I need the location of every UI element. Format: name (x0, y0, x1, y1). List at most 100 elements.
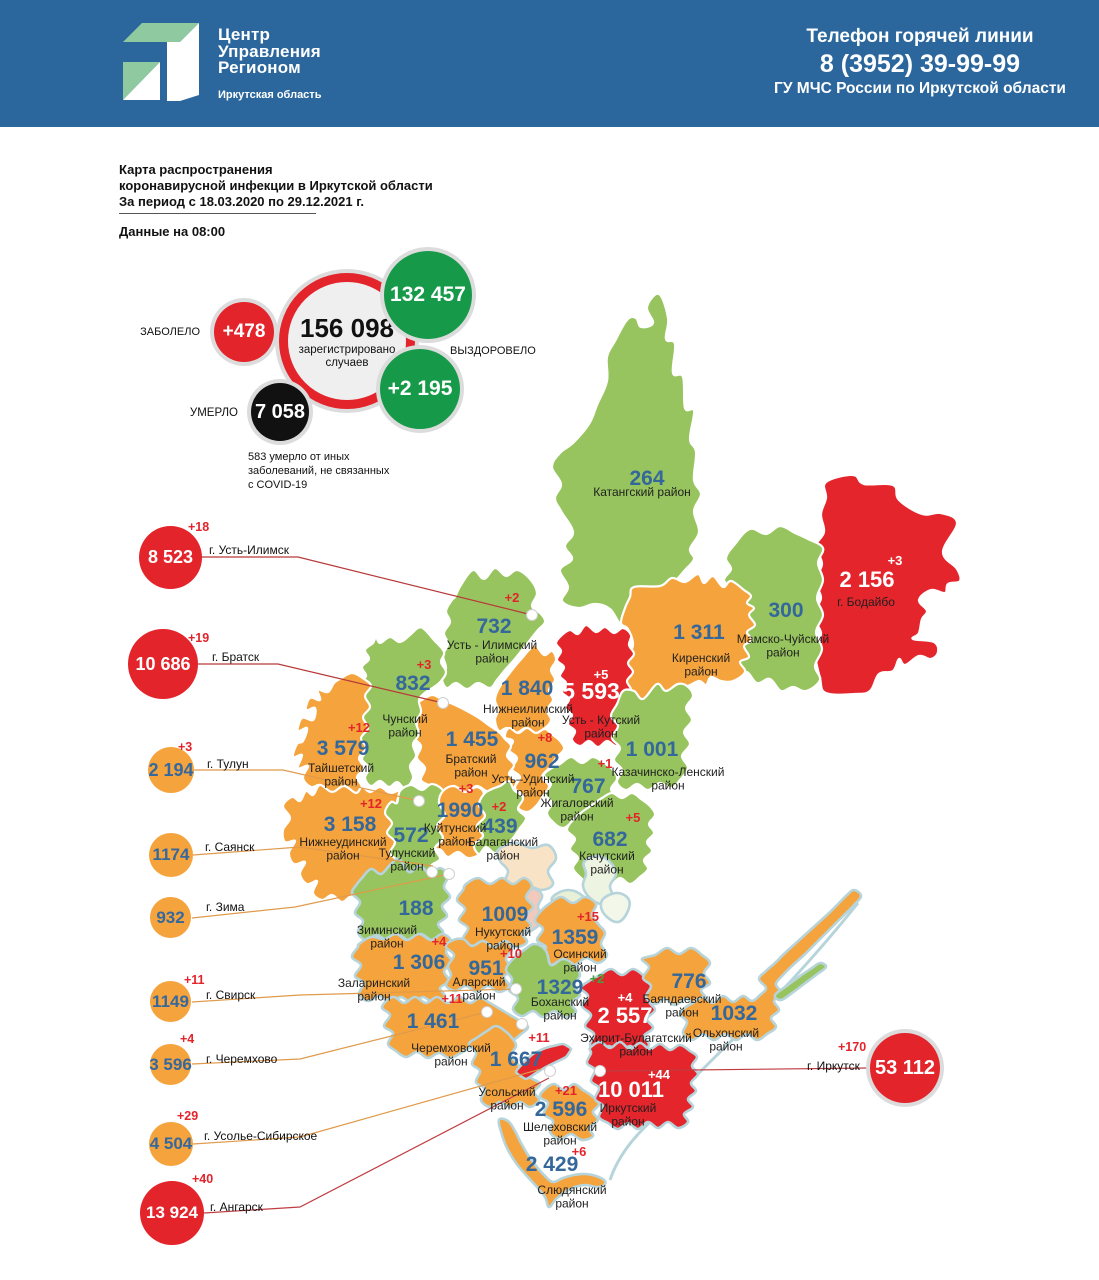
svg-text:район: район (462, 989, 495, 1003)
svg-text:Усольский: Усольский (478, 1085, 535, 1099)
svg-text:+3: +3 (459, 781, 474, 796)
svg-text:Качутский: Качутский (579, 849, 635, 863)
svg-text:2 156: 2 156 (839, 567, 894, 592)
svg-text:Слюдянский: Слюдянский (537, 1183, 606, 1197)
svg-text:1032: 1032 (711, 1002, 758, 1025)
svg-text:район: район (438, 835, 471, 849)
svg-text:район: район (709, 1040, 742, 1054)
svg-text:район: район (486, 849, 519, 863)
svg-text:732: 732 (476, 615, 511, 638)
svg-text:Черемховский: Черемховский (411, 1041, 491, 1055)
svg-text:Катангский район: Катангский район (593, 485, 691, 499)
svg-text:+12: +12 (360, 796, 382, 811)
svg-text:Мамско-Чуйский: Мамско-Чуйский (737, 632, 829, 646)
svg-text:Зиминский: Зиминский (357, 923, 417, 937)
svg-text:Шелеховский: Шелеховский (523, 1120, 597, 1134)
svg-text:Усть - Кутский: Усть - Кутский (562, 713, 640, 727)
svg-text:+4: +4 (618, 990, 634, 1005)
svg-text:+2: +2 (505, 590, 520, 605)
svg-text:Казачинско-Ленский: Казачинско-Ленский (612, 765, 725, 779)
svg-text:+2: +2 (492, 799, 507, 814)
svg-text:район: район (590, 863, 623, 877)
svg-text:3 579: 3 579 (317, 737, 370, 760)
svg-text:2 557: 2 557 (597, 1003, 652, 1028)
svg-text:776: 776 (671, 970, 706, 993)
svg-text:район: район (486, 939, 519, 953)
svg-text:+2: +2 (590, 971, 605, 986)
svg-text:+15: +15 (577, 909, 599, 924)
svg-text:Нижнеудинский: Нижнеудинский (299, 835, 386, 849)
svg-text:+11: +11 (528, 1030, 549, 1045)
svg-text:Чунский: Чунский (382, 712, 427, 726)
svg-text:Заларинский: Заларинский (338, 976, 410, 990)
svg-text:г. Бодайбо: г. Бодайбо (837, 595, 895, 609)
svg-text:район: район (490, 1099, 523, 1113)
svg-text:Жигаловский: Жигаловский (540, 796, 613, 810)
svg-text:район: район (388, 726, 421, 740)
svg-text:+3: +3 (417, 657, 432, 672)
svg-text:+11: +11 (441, 991, 462, 1006)
svg-text:район: район (511, 716, 544, 730)
svg-text:1990: 1990 (437, 799, 484, 822)
svg-text:Ольхонский: Ольхонский (693, 1026, 759, 1040)
svg-text:Усть–Удинский: Усть–Удинский (492, 772, 575, 786)
svg-text:Тулунский: Тулунский (379, 846, 436, 860)
svg-text:300: 300 (768, 599, 803, 622)
svg-text:район: район (611, 1115, 644, 1129)
svg-text:район: район (543, 1009, 576, 1023)
svg-text:Осинский: Осинский (553, 947, 606, 961)
svg-text:район: район (665, 1006, 698, 1020)
svg-text:район: район (434, 1055, 467, 1069)
svg-text:+12: +12 (348, 720, 370, 735)
svg-text:район: район (390, 860, 423, 874)
svg-text:район: район (766, 646, 799, 660)
svg-text:район: район (326, 849, 359, 863)
svg-text:2 596: 2 596 (535, 1098, 588, 1121)
svg-text:+5: +5 (626, 810, 641, 825)
svg-text:район: район (357, 990, 390, 1004)
svg-text:+21: +21 (555, 1083, 577, 1098)
svg-text:Эхирит-Булагатский: Эхирит-Булагатский (580, 1031, 692, 1045)
svg-text:Тайшетский: Тайшетский (308, 761, 374, 775)
svg-text:+44: +44 (648, 1067, 671, 1082)
svg-text:+5: +5 (594, 667, 609, 682)
svg-text:5 593: 5 593 (562, 678, 620, 704)
svg-text:Боханский: Боханский (531, 995, 589, 1009)
svg-text:+6: +6 (572, 1144, 587, 1159)
svg-text:682: 682 (592, 828, 627, 851)
svg-text:Нукутский: Нукутский (475, 925, 531, 939)
svg-text:+10: +10 (500, 946, 522, 961)
svg-text:264: 264 (629, 467, 664, 490)
svg-text:район: район (475, 652, 508, 666)
svg-text:+4: +4 (432, 934, 448, 949)
svg-text:Куйтунский: Куйтунский (424, 821, 487, 835)
svg-text:1329: 1329 (537, 976, 584, 999)
svg-text:188: 188 (398, 897, 433, 920)
svg-text:1009: 1009 (482, 903, 529, 926)
svg-text:951: 951 (468, 957, 503, 980)
svg-text:Киренский: Киренский (672, 651, 730, 665)
svg-text:10 011: 10 011 (598, 1077, 664, 1102)
svg-text:район: район (516, 786, 549, 800)
svg-text:район: район (619, 1045, 652, 1059)
svg-text:район: район (324, 775, 357, 789)
svg-text:832: 832 (395, 672, 430, 695)
svg-text:439: 439 (482, 815, 517, 838)
svg-text:1 001: 1 001 (626, 738, 679, 761)
svg-text:район: район (560, 810, 593, 824)
svg-text:район: район (543, 1134, 576, 1148)
svg-text:район: район (651, 779, 684, 793)
svg-text:3 158: 3 158 (324, 813, 377, 836)
svg-text:район: район (454, 766, 487, 780)
svg-text:район: район (563, 961, 596, 975)
svg-text:Усть - Илимский: Усть - Илимский (447, 638, 537, 652)
svg-text:1 667: 1 667 (490, 1048, 543, 1071)
svg-text:767: 767 (570, 775, 605, 798)
svg-text:1 840: 1 840 (501, 677, 554, 700)
svg-text:1359: 1359 (552, 926, 599, 949)
svg-text:Аларский: Аларский (452, 975, 505, 989)
svg-text:район: район (684, 665, 717, 679)
svg-text:Нижнеилимский: Нижнеилимский (483, 702, 573, 716)
svg-text:2 429: 2 429 (526, 1153, 579, 1176)
svg-text:Братский: Братский (446, 752, 497, 766)
